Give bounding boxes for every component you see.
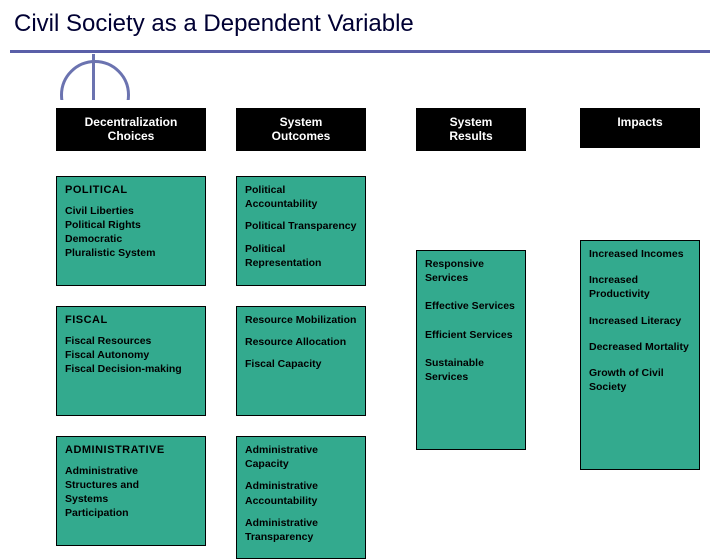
col-header-c1: DecentralizationChoices bbox=[56, 108, 206, 151]
page-title: Civil Society as a Dependent Variable bbox=[14, 10, 414, 38]
diagram-area: DecentralizationChoices SystemOutcomes Sys… bbox=[0, 100, 720, 540]
col-header-c3: SystemResults bbox=[416, 108, 526, 151]
choice-fiscal: FISCALFiscal ResourcesFiscal AutonomyFis… bbox=[56, 306, 206, 416]
title-underline bbox=[10, 50, 710, 53]
results-box: Responsive ServicesEffective ServicesEff… bbox=[416, 250, 526, 450]
choice-administrative: ADMINISTRATIVEAdministrativeStructures a… bbox=[56, 436, 206, 546]
col-header-c4: Impacts bbox=[580, 108, 700, 148]
outcomes_admin: Administrative CapacityAdministrative Ac… bbox=[236, 436, 366, 559]
col-header-c2: SystemOutcomes bbox=[236, 108, 366, 151]
impacts-box: Increased IncomesIncreased ProductivityI… bbox=[580, 240, 700, 470]
outcomes_fiscal: Resource MobilizationResource Allocation… bbox=[236, 306, 366, 416]
choice-political: POLITICALCivil LibertiesPolitical Rights… bbox=[56, 176, 206, 286]
decorative-circle-stem bbox=[92, 54, 95, 100]
outcomes_political: Political AccountabilityPolitical Transp… bbox=[236, 176, 366, 286]
